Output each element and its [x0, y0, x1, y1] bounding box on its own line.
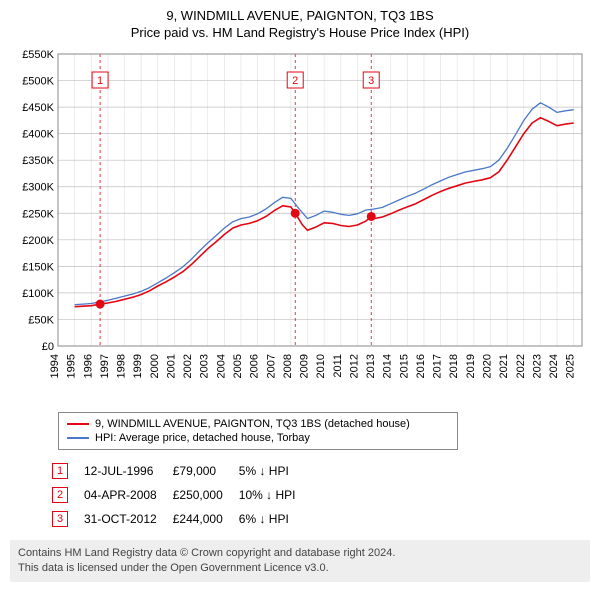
table-row: 3 31-OCT-2012£244,0006% ↓ HPI — [52, 508, 309, 530]
svg-text:2012: 2012 — [348, 354, 360, 378]
event-marker-icon: 1 — [52, 463, 68, 479]
legend-box: 9, WINDMILL AVENUE, PAIGNTON, TQ3 1BS (d… — [58, 412, 458, 450]
svg-text:£250K: £250K — [22, 208, 54, 220]
svg-text:2020: 2020 — [482, 354, 494, 378]
svg-text:2003: 2003 — [199, 354, 211, 378]
svg-text:£450K: £450K — [22, 102, 54, 114]
legend-row: 9, WINDMILL AVENUE, PAIGNTON, TQ3 1BS (d… — [67, 417, 449, 431]
svg-text:2022: 2022 — [515, 354, 527, 378]
svg-text:2008: 2008 — [282, 354, 294, 378]
svg-text:1997: 1997 — [99, 354, 111, 378]
svg-text:£50K: £50K — [28, 314, 54, 326]
legend-label: 9, WINDMILL AVENUE, PAIGNTON, TQ3 1BS (d… — [95, 418, 410, 430]
svg-text:1998: 1998 — [116, 354, 128, 378]
title-subtitle: Price paid vs. HM Land Registry's House … — [10, 25, 590, 40]
footnote-line: Contains HM Land Registry data © Crown c… — [18, 547, 395, 559]
svg-text:£150K: £150K — [22, 261, 54, 273]
event-date: 04-APR-2008 — [84, 484, 171, 506]
svg-text:£100K: £100K — [22, 288, 54, 300]
event-delta: 6% ↓ HPI — [239, 508, 310, 530]
svg-text:£350K: £350K — [22, 155, 54, 167]
svg-text:2009: 2009 — [299, 354, 311, 378]
svg-text:2000: 2000 — [149, 354, 161, 378]
event-price: £250,000 — [173, 484, 237, 506]
svg-text:1994: 1994 — [49, 354, 61, 378]
svg-text:2023: 2023 — [531, 354, 543, 378]
event-marker-icon: 3 — [52, 511, 68, 527]
chart-container: 9, WINDMILL AVENUE, PAIGNTON, TQ3 1BS Pr… — [0, 0, 600, 592]
svg-text:2011: 2011 — [332, 354, 344, 378]
event-delta: 10% ↓ HPI — [239, 484, 310, 506]
legend-swatch — [67, 437, 89, 439]
legend-label: HPI: Average price, detached house, Torb… — [95, 432, 310, 444]
svg-text:2025: 2025 — [565, 354, 577, 378]
svg-text:2006: 2006 — [249, 354, 261, 378]
svg-text:3: 3 — [368, 75, 374, 87]
legend-swatch — [67, 423, 89, 425]
svg-text:£0: £0 — [42, 341, 54, 353]
footnote-line: This data is licensed under the Open Gov… — [18, 562, 329, 574]
chart-titles: 9, WINDMILL AVENUE, PAIGNTON, TQ3 1BS Pr… — [10, 8, 590, 40]
svg-text:2024: 2024 — [548, 354, 560, 378]
svg-text:2010: 2010 — [315, 354, 327, 378]
event-delta: 5% ↓ HPI — [239, 460, 310, 482]
chart-plot-area: 1 2 3 £0 £50K £100K £150K £200K £250K £300K £350K £… — [10, 46, 590, 406]
table-row: 2 04-APR-2008£250,00010% ↓ HPI — [52, 484, 309, 506]
title-address: 9, WINDMILL AVENUE, PAIGNTON, TQ3 1BS — [10, 8, 590, 23]
svg-text:2021: 2021 — [498, 354, 510, 378]
svg-text:2013: 2013 — [365, 354, 377, 378]
svg-text:2007: 2007 — [265, 354, 277, 378]
event-price: £79,000 — [173, 460, 237, 482]
svg-text:1: 1 — [97, 75, 103, 87]
svg-text:2015: 2015 — [398, 354, 410, 378]
event-date: 12-JUL-1996 — [84, 460, 171, 482]
svg-text:2001: 2001 — [165, 354, 177, 378]
table-row: 1 12-JUL-1996£79,0005% ↓ HPI — [52, 460, 309, 482]
svg-text:£400K: £400K — [22, 129, 54, 141]
svg-text:£300K: £300K — [22, 182, 54, 194]
svg-text:1996: 1996 — [82, 354, 94, 378]
svg-text:2: 2 — [292, 75, 298, 87]
data-attribution-footnote: Contains HM Land Registry data © Crown c… — [10, 540, 590, 582]
svg-text:2014: 2014 — [382, 354, 394, 378]
svg-text:£550K: £550K — [22, 49, 54, 61]
svg-text:2002: 2002 — [182, 354, 194, 378]
event-date: 31-OCT-2012 — [84, 508, 171, 530]
svg-text:2004: 2004 — [215, 354, 227, 378]
svg-text:1999: 1999 — [132, 354, 144, 378]
event-price: £244,000 — [173, 508, 237, 530]
svg-text:2005: 2005 — [232, 354, 244, 378]
legend-row: HPI: Average price, detached house, Torb… — [67, 431, 449, 445]
line-chart-svg: 1 2 3 £0 £50K £100K £150K £200K £250K £300K £350K £… — [10, 46, 590, 406]
event-marker-icon: 2 — [52, 487, 68, 503]
svg-text:£200K: £200K — [22, 235, 54, 247]
sale-events-table: 1 12-JUL-1996£79,0005% ↓ HPI 2 04-APR-2008£… — [50, 458, 311, 532]
svg-text:£500K: £500K — [22, 76, 54, 88]
svg-text:2016: 2016 — [415, 354, 427, 378]
svg-text:2018: 2018 — [448, 354, 460, 378]
svg-text:2017: 2017 — [432, 354, 444, 378]
svg-text:2019: 2019 — [465, 354, 477, 378]
svg-text:1995: 1995 — [66, 354, 78, 378]
